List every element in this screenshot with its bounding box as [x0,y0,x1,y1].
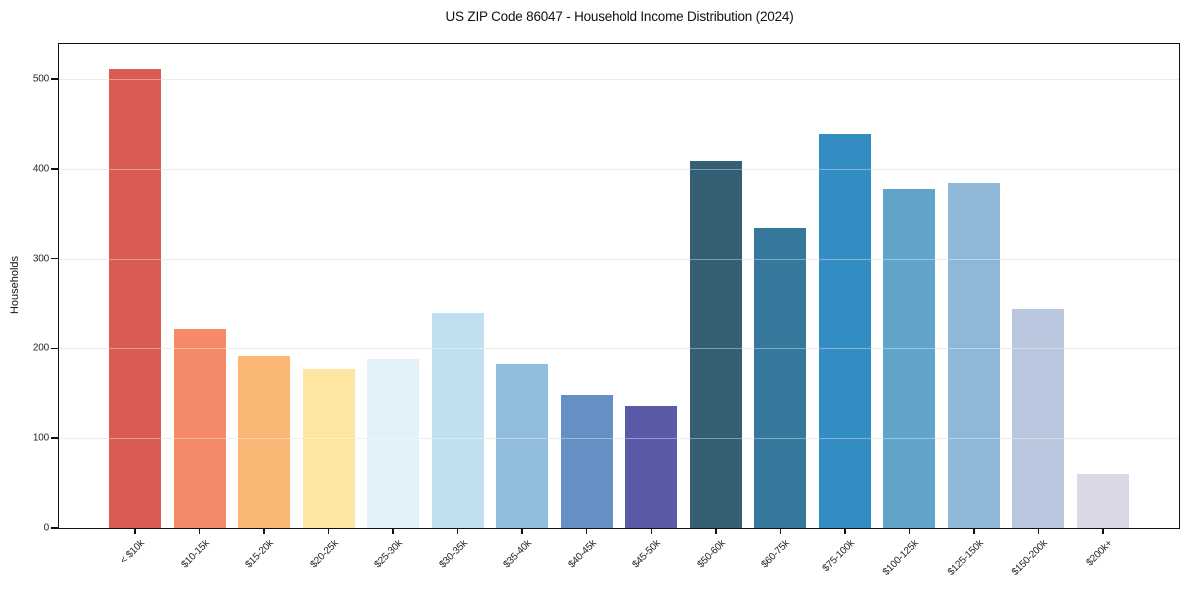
x-tick-mark [327,528,330,534]
y-tick-label: 100 [32,432,49,444]
bar [109,69,161,528]
x-tick-label: $40-45k [566,538,599,571]
x-tick-label: $10-15k [178,538,212,571]
x-tick-label: $60-75k [759,538,793,571]
x-tick-mark [1037,528,1040,534]
gridline-overlay [59,348,1179,350]
gridline [59,168,1179,170]
gridline [59,438,1179,440]
x-tick-mark [392,528,394,534]
x-tick-label: $125-150k [945,538,986,578]
bar [302,369,355,528]
bar [625,405,678,528]
gridline [59,258,1179,260]
bar [496,363,549,528]
x-tick-label: $30-35k [437,538,470,571]
bar [689,160,742,528]
y-tick-label: 500 [32,73,49,85]
bar [754,228,807,528]
x-tick-mark [198,528,201,534]
x-tick-label: $25-30k [372,538,405,571]
bar [1012,308,1065,528]
gridline-overlay [59,438,1179,440]
bar [431,312,484,528]
y-tick-mark [51,257,59,260]
bar [818,133,871,528]
x-tick-label: $15-20k [243,538,276,571]
x-tick-label: $200k+ [1084,538,1115,569]
x-tick-mark [908,528,911,534]
bar [367,359,420,528]
x-tick-label: $20-25k [308,538,341,571]
x-tick-mark [779,528,782,534]
x-tick-mark [521,528,523,534]
x-tick-mark [134,528,136,534]
y-tick-mark [51,78,59,80]
x-tick-label: < $10k [118,538,147,567]
bar [883,188,936,528]
x-tick-mark [650,528,653,534]
bar [1077,474,1129,528]
y-tick-label: 0 [43,522,50,534]
x-tick-label: $45-50k [630,538,664,571]
y-tick-label: 400 [32,163,49,175]
y-tick-label: 300 [32,253,49,265]
x-tick-mark [263,528,265,534]
y-axis-label: Households [9,255,21,315]
x-tick-mark [844,528,846,534]
bar [947,183,1000,528]
x-tick-mark [585,528,588,534]
gridline-overlay [59,79,1179,81]
gridline [59,79,1179,81]
y-tick-mark [51,347,59,350]
x-tick-mark [973,528,975,534]
plot-area: < $10k $10-15k $15-20k $20-25k $25-30k $30-35… [33,43,1180,578]
gridline-overlay [59,168,1179,170]
x-tick-label: $50-60k [695,538,728,571]
bar [560,395,613,528]
x-tick-label: $75-100k [820,538,857,575]
y-tick-label: 200 [32,342,49,354]
bar [173,328,226,528]
x-tick-mark [1102,528,1104,534]
y-tick-mark [51,527,59,529]
chart-title: US ZIP Code 86047 - Household Income Dis… [445,9,794,24]
x-tick-label: $100-125k [881,538,922,578]
gridline-overlay [59,258,1179,260]
y-tick-mark [51,437,59,439]
x-tick-mark [715,528,717,534]
x-tick-mark [456,528,459,534]
y-tick-mark [51,168,59,170]
x-tick-label: $150-200k [1010,538,1051,578]
gridline [59,348,1179,350]
x-tick-label: $35-40k [501,538,534,571]
bar [238,355,291,528]
